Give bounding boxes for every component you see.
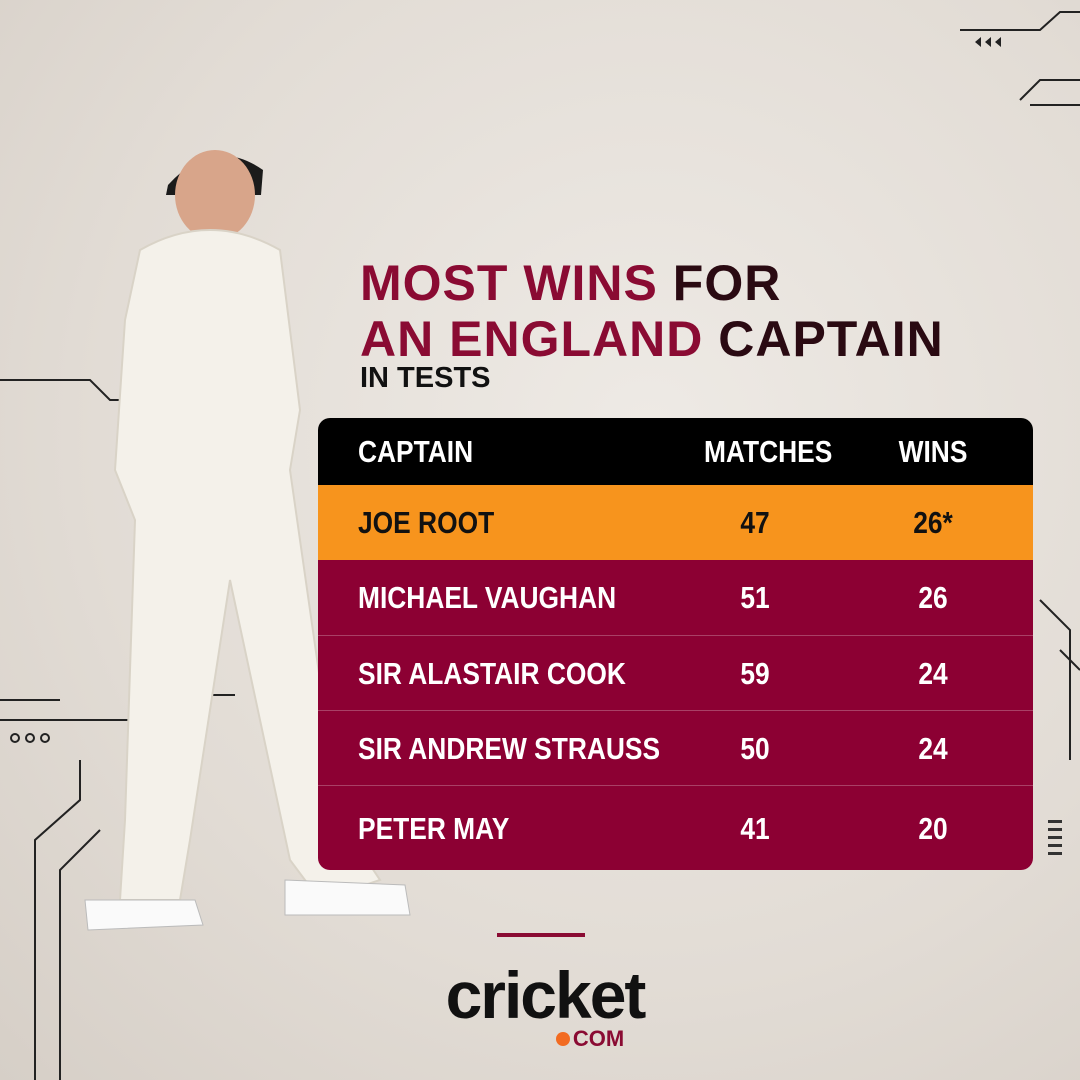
header-row: CAPTAIN MATCHES WINS bbox=[318, 418, 1033, 485]
title-line: MOST WINS FOR bbox=[360, 258, 781, 308]
text-cell: PETER MAY bbox=[358, 810, 510, 846]
text-cell: CAPTAIN bbox=[358, 433, 474, 469]
table-row: PETER MAY 41 20 bbox=[318, 785, 1033, 870]
number-cell: 26* bbox=[913, 504, 953, 540]
title-part: AN ENGLAND bbox=[360, 311, 704, 367]
table-row: SIR ALASTAIR COOK 59 24 bbox=[318, 635, 1033, 711]
number-cell: 51 bbox=[740, 579, 770, 615]
table-row: MICHAEL VAUGHAN 51 26 bbox=[318, 560, 1033, 635]
subtitle: IN TESTS bbox=[360, 362, 491, 394]
number-cell: 59 bbox=[740, 655, 770, 691]
number-cell: 50 bbox=[740, 730, 770, 766]
text-cell: SIR ANDREW STRAUSS bbox=[358, 730, 661, 766]
divider bbox=[497, 933, 585, 937]
text-cell: SIR ALASTAIR COOK bbox=[358, 655, 626, 691]
number-cell: WINS bbox=[898, 433, 968, 469]
number-cell: MATCHES bbox=[704, 433, 833, 469]
title-part: FOR bbox=[672, 255, 782, 311]
table-row: JOE ROOT 47 26* bbox=[318, 485, 1033, 560]
logo: cricket COM bbox=[405, 962, 685, 1052]
title-part: MOST WINS bbox=[360, 255, 658, 311]
table: CAPTAIN MATCHES WINS JOE ROOT 47 26* MICHAEL V… bbox=[318, 418, 1033, 870]
number-cell: 41 bbox=[740, 810, 770, 846]
text-cell: JOE ROOT bbox=[358, 504, 495, 540]
logo-suffix-text: COM bbox=[572, 1026, 625, 1051]
logo-name: cricket bbox=[445, 958, 647, 1032]
number-cell: 26 bbox=[918, 579, 948, 615]
number-cell: 24 bbox=[918, 730, 948, 766]
table-row: SIR ANDREW STRAUSS 50 24 bbox=[318, 710, 1033, 786]
number-cell: 20 bbox=[918, 810, 948, 846]
title-line: AN ENGLAND CAPTAIN bbox=[360, 314, 944, 364]
number-cell: 47 bbox=[740, 504, 770, 540]
title-part: CAPTAIN bbox=[718, 311, 944, 367]
logo-suffix: COM bbox=[495, 1026, 685, 1052]
number-cell: 24 bbox=[918, 655, 948, 691]
logo-dot bbox=[555, 1032, 570, 1046]
player-figure bbox=[84, 150, 411, 931]
text-cell: MICHAEL VAUGHAN bbox=[358, 579, 617, 615]
